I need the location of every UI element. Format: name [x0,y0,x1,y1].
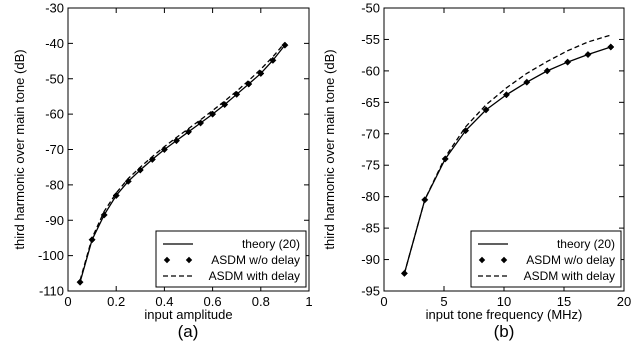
legend-entry-label: theory (20) [557,237,615,251]
legend-entry-label: ASDM with delay [209,269,300,283]
data-point-asdm-wo-delay [543,67,551,75]
data-point-asdm-wo-delay [257,69,265,77]
y-tick-label: -75 [361,158,380,173]
x-tick-label: 0.4 [155,294,173,309]
y-axis-label: third harmonic over main tone (dB) [322,49,337,249]
panel-b-input-tone-frequency: 0 5 10 15 20 -95 -90 -85 -80 -75 -70 -65 -60 -55 -50 in… [322,1,631,342]
y-tick-label: -90 [45,213,64,228]
legend-swatch-asdm-wo-delay [500,256,508,264]
y-tick-label: -70 [45,142,64,157]
y-tick-label: -55 [361,32,380,47]
series-line-asdm-with-delay [403,34,611,274]
y-tick-label: -70 [361,126,380,141]
legend-entry-label: ASDM w/o delay [526,253,615,267]
x-tick-label: 20 [617,294,631,309]
x-tick-label: 1 [305,294,312,309]
panel-label: (b) [494,322,515,341]
legend-entry-label: ASDM with delay [524,269,615,283]
y-tick-label: -50 [361,1,380,16]
y-tick-label: -50 [45,71,64,86]
data-point-asdm-wo-delay [76,278,84,286]
x-tick-label: 0 [380,294,387,309]
series-line-theory [79,44,286,283]
data-point-asdm-wo-delay [564,58,572,66]
data-point-asdm-wo-delay [523,78,531,86]
y-axis-label: third harmonic over main tone (dB) [12,49,27,249]
data-point-asdm-wo-delay [172,137,181,145]
legend-swatch-asdm-wo-delay [185,256,193,264]
y-tick-label: -80 [45,177,64,192]
y-tick-label: -80 [361,189,380,204]
series-line-asdm-with-delay [79,42,286,281]
legend-entry-label: ASDM w/o delay [211,253,300,267]
data-point-asdm-wo-delay [441,155,449,163]
y-tick-label: -95 [361,284,380,299]
x-tick-label: 0 [64,294,71,309]
x-tick-label: 0.8 [252,294,270,309]
data-point-asdm-wo-delay [502,91,510,99]
y-tick-label: -110 [39,284,64,299]
y-tick-label: -30 [45,1,64,16]
data-point-asdm-wo-delay [607,43,615,51]
y-tick-label: -40 [45,36,64,51]
panel-label: (a) [178,322,199,341]
legend-box [470,230,622,288]
y-tick-label: -65 [361,95,380,110]
x-tick-label: 0.6 [204,294,222,309]
data-point-asdm-wo-delay [112,191,120,200]
data-point-asdm-wo-delay [584,50,592,59]
x-tick-label: 5 [440,294,447,309]
y-tick-label: -85 [361,221,380,236]
legend-swatch-asdm-wo-delay [478,256,486,264]
x-tick-label: 15 [557,294,571,309]
panel-a-input-amplitude: 0 0.2 0.4 0.6 0.8 1 -110 -100 -90 -80 -70 -60 -50 -40… [12,1,313,342]
x-axis-label: input amplitude [144,307,232,322]
legend-entry-label: theory (20) [242,237,300,251]
legend-swatch-asdm-wo-delay [163,256,171,264]
data-point-asdm-wo-delay [281,41,289,49]
x-tick-label: 0.2 [107,294,125,309]
x-axis-label: input tone frequency (MHz) [426,307,583,322]
y-tick-label: -100 [38,248,64,263]
y-tick-label: -90 [361,252,380,267]
data-point-asdm-wo-delay [184,128,193,136]
y-tick-label: -60 [45,107,64,122]
x-tick-label: 10 [497,294,511,309]
y-tick-label: -60 [361,63,380,78]
data-point-asdm-wo-delay [148,155,156,163]
legend-box [155,230,307,288]
data-point-asdm-wo-delay [482,106,490,114]
data-point-asdm-wo-delay [100,211,108,219]
